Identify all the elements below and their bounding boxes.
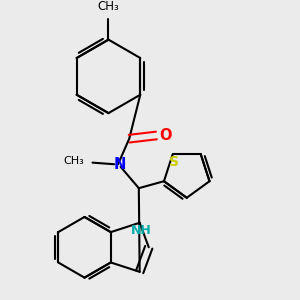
Text: N: N <box>113 157 126 172</box>
Text: CH₃: CH₃ <box>98 0 119 13</box>
Text: O: O <box>159 128 172 143</box>
Text: CH₃: CH₃ <box>64 156 85 166</box>
Text: S: S <box>169 155 179 170</box>
Text: NH: NH <box>131 224 152 237</box>
